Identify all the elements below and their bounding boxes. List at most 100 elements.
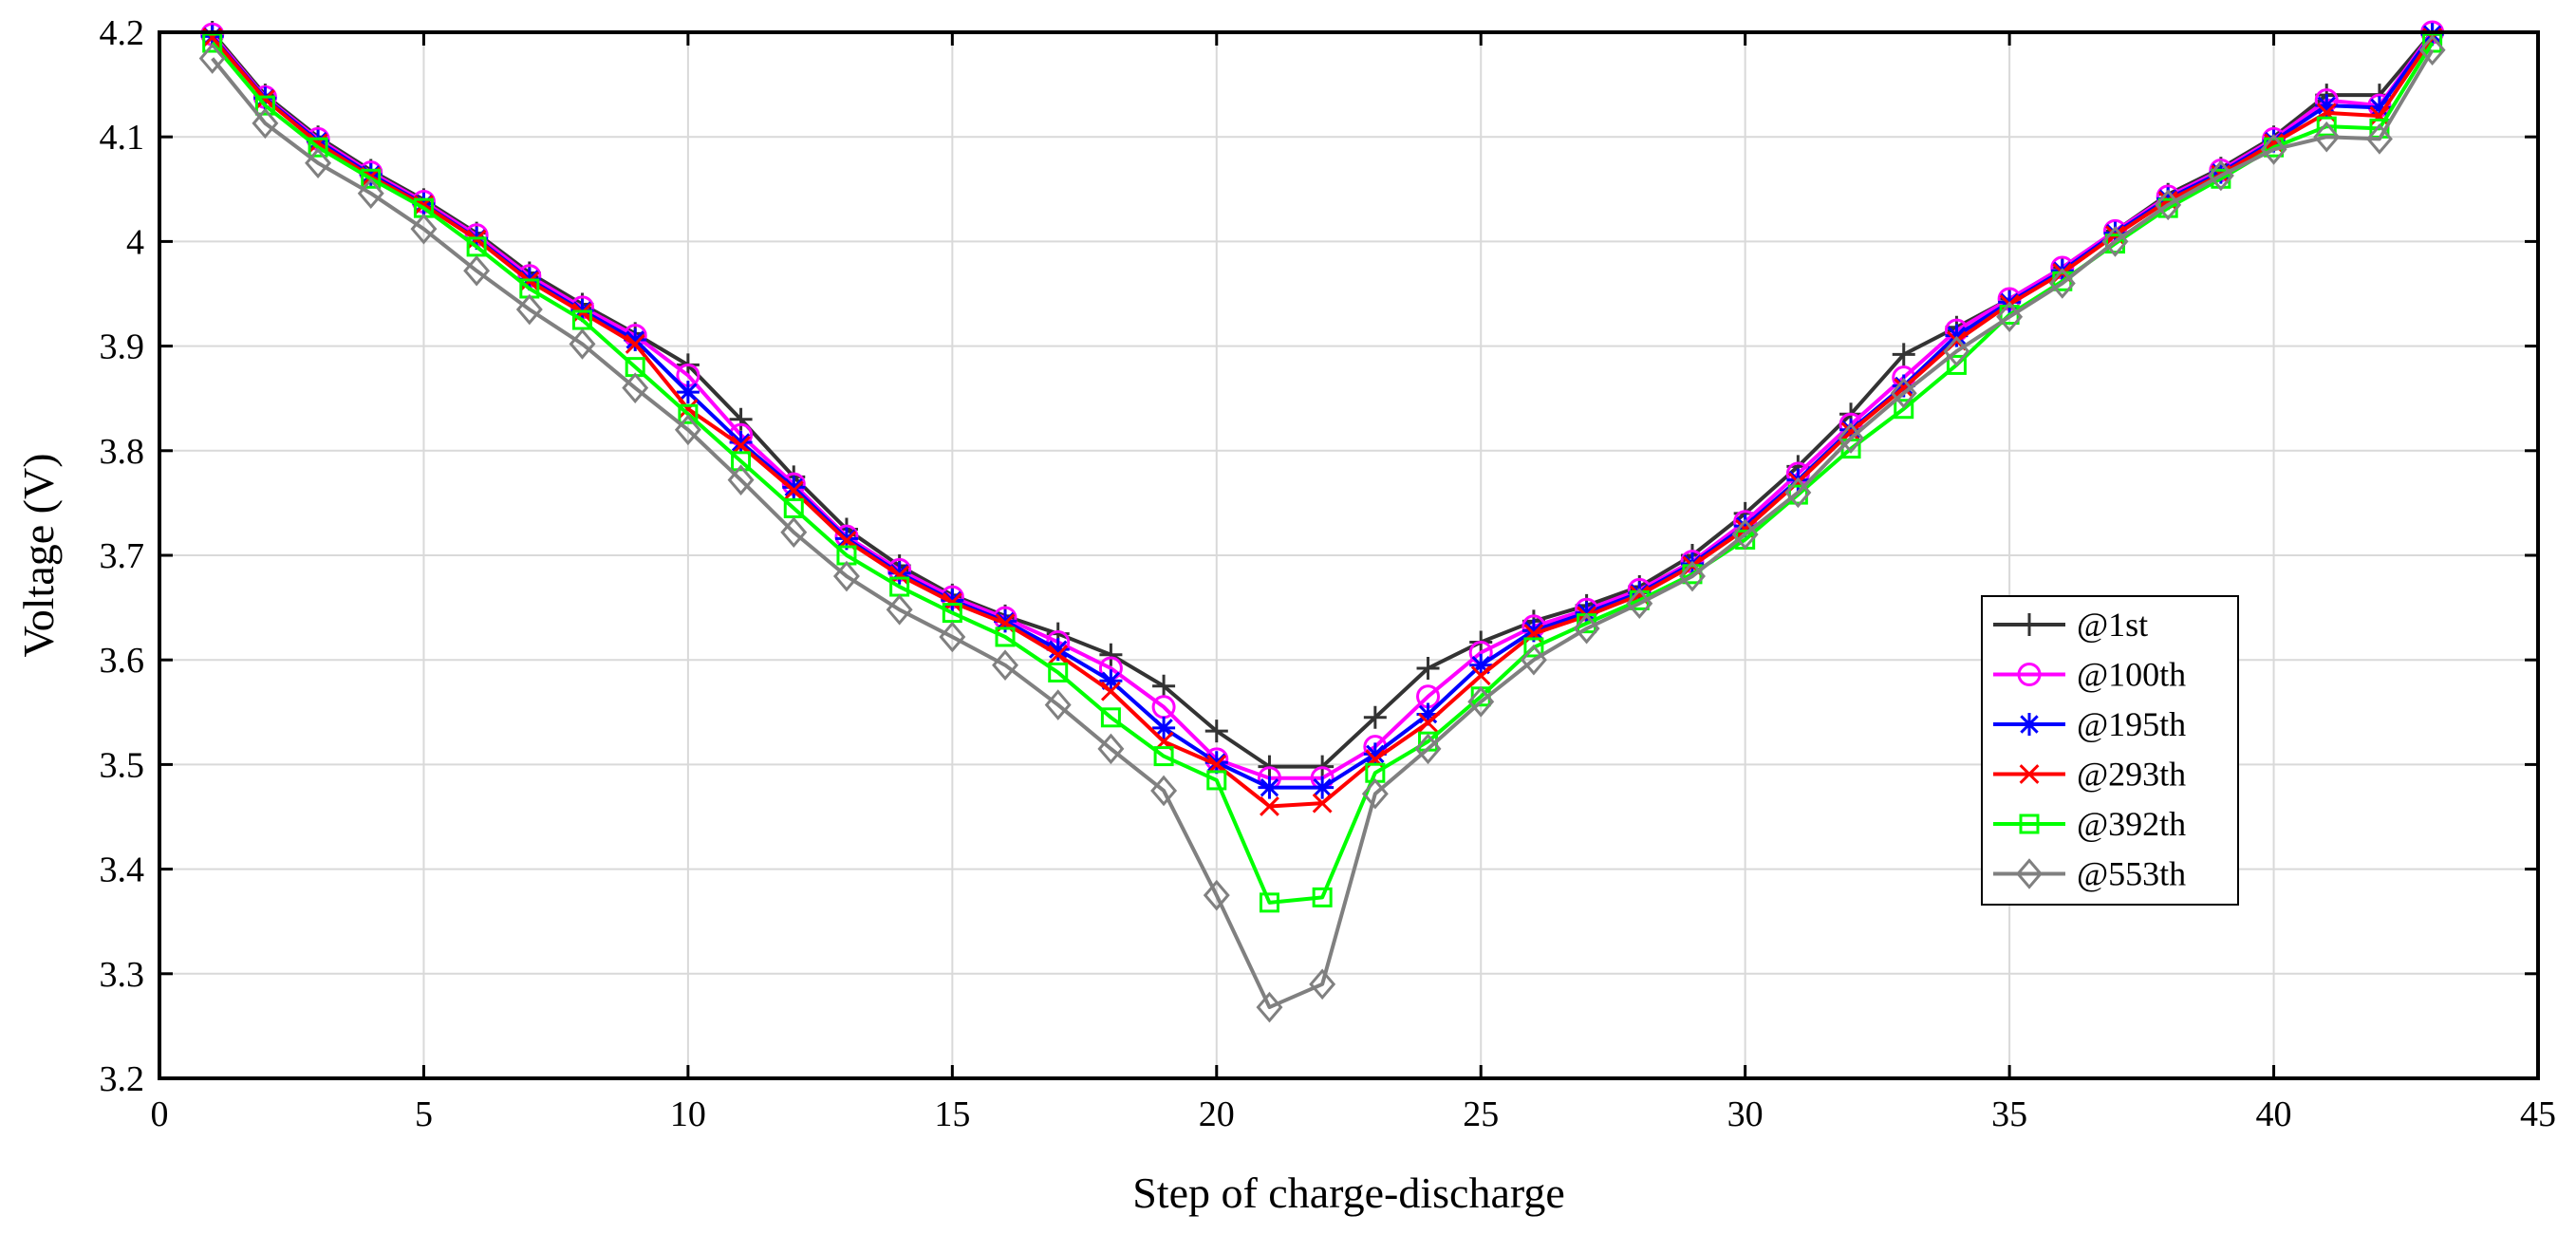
legend-marker: [2016, 858, 2043, 889]
data-point: [994, 609, 1017, 633]
y-tick-label: 3.6: [100, 641, 145, 681]
legend-marker: [2018, 613, 2041, 636]
data-point: [729, 407, 753, 431]
data-point: [783, 497, 804, 518]
x-tick-label: 0: [151, 1094, 169, 1134]
data-point: [254, 89, 275, 109]
data-point: [1892, 343, 1915, 366]
y-tick-label: 4.1: [100, 118, 145, 158]
data-point: [1311, 776, 1335, 799]
data-point: [2048, 268, 2076, 299]
ticks: 0 5 10 15 20 25 30 35 40 45 3.2 3.3 3.4 3.5 3.6 3.7 3.8 3…: [100, 13, 2557, 1134]
data-point: [1733, 514, 1757, 538]
legend-label: @553th: [2077, 855, 2186, 893]
data-point: [1523, 637, 1544, 658]
data-point: [361, 168, 382, 189]
data-point: [2367, 96, 2391, 120]
data-point: [1416, 702, 1440, 726]
data-point: [2207, 159, 2234, 192]
data-point: [2418, 34, 2446, 66]
data-point: [1470, 665, 1491, 686]
legend-label: @392th: [2077, 805, 2186, 843]
legend: @1st @100th @195th @293th @392th @553th: [1981, 595, 2239, 906]
data-point: [1097, 733, 1125, 765]
data-point: [832, 560, 860, 592]
data-point: [625, 333, 645, 354]
series-line: [211, 48, 2435, 1010]
data-point: [1731, 518, 1759, 551]
y-tick-label: 3.4: [100, 851, 145, 890]
legend-item: @100th: [1993, 656, 2186, 694]
data-point: [2101, 226, 2129, 257]
data-point: [1100, 707, 1121, 728]
data-point: [2315, 94, 2339, 118]
data-point: [2155, 189, 2182, 221]
data-point: [1521, 619, 1545, 643]
legend-marker: [2017, 663, 2042, 686]
data-point: [1204, 720, 1228, 743]
x-tick-label: 45: [2520, 1094, 2556, 1134]
data-point: [2260, 134, 2287, 165]
data-point: [727, 464, 755, 496]
data-point: [1945, 324, 1969, 347]
data-point: [1361, 777, 1389, 810]
data-point: [1258, 776, 1281, 799]
data-point: [1573, 612, 1600, 645]
legend-item: @392th: [1993, 805, 2186, 843]
series-layer: [198, 20, 2446, 1023]
data-point: [1153, 746, 1174, 767]
data-point: [992, 649, 1018, 682]
data-point: [1890, 377, 1917, 409]
data-point: [2313, 121, 2341, 153]
data-point: [1206, 770, 1227, 791]
data-point: [1996, 301, 2024, 333]
data-point: [305, 147, 332, 179]
data-point: [254, 95, 275, 116]
data-point: [678, 403, 699, 424]
data-point: [1100, 681, 1121, 701]
legend-box: [1981, 595, 2239, 906]
y-tick-label: 4: [126, 222, 144, 262]
data-point: [1784, 477, 1812, 509]
series-6: [198, 34, 2446, 1023]
data-point: [1203, 879, 1230, 911]
data-point: [731, 451, 752, 472]
data-point: [1150, 775, 1178, 807]
data-point: [1943, 335, 1970, 367]
data-point: [1309, 968, 1336, 1001]
data-point: [1418, 712, 1438, 733]
data-point: [1046, 638, 1070, 662]
data-point: [1312, 887, 1333, 907]
data-point: [1469, 653, 1493, 677]
data-point: [357, 178, 384, 210]
legend-item: @553th: [1993, 855, 2186, 893]
x-tick-label: 5: [415, 1094, 433, 1134]
data-point: [1520, 644, 1547, 676]
data-point: [995, 626, 1016, 647]
x-tick-label: 10: [670, 1094, 706, 1134]
data-point: [1840, 421, 1861, 442]
y-tick-label: 4.2: [100, 13, 145, 53]
data-point: [202, 32, 223, 53]
data-point: [674, 414, 701, 446]
data-point: [410, 213, 438, 245]
data-point: [782, 476, 806, 499]
data-point: [1363, 742, 1387, 766]
data-point: [1363, 705, 1387, 729]
y-axis-label: Voltage (V): [14, 453, 63, 657]
y-tick-label: 3.5: [100, 745, 145, 785]
data-point: [252, 107, 279, 140]
data-point: [1259, 892, 1279, 913]
data-point: [1256, 991, 1283, 1023]
data-point: [572, 309, 593, 330]
legend-item: @1st: [1993, 606, 2148, 644]
data-point: [624, 327, 647, 351]
data-point: [1260, 796, 1279, 816]
x-axis-label: Step of charge-discharge: [1132, 1169, 1565, 1217]
data-point: [2316, 116, 2337, 137]
data-point: [2365, 123, 2393, 155]
data-point: [1838, 422, 1865, 454]
data-point: [729, 430, 753, 454]
data-point: [622, 372, 649, 403]
